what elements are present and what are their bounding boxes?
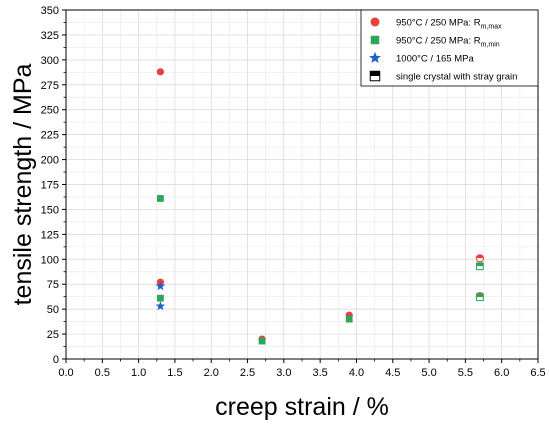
marker-fill — [155, 301, 166, 311]
marker-fill — [157, 195, 164, 202]
marker-half-empty — [476, 266, 484, 270]
marker-half-fill — [370, 71, 380, 76]
marker-outline — [369, 70, 381, 82]
legend-label: single crystal with stray grain — [396, 72, 517, 83]
x-tick-label: 0.0 — [58, 367, 73, 379]
x-tick-label: 2.0 — [204, 367, 219, 379]
data-point-square — [476, 293, 484, 302]
x-tick-label: 1.5 — [167, 367, 182, 379]
data-point-star — [155, 301, 166, 311]
legend-item: 1000°C / 165 MPa — [369, 51, 474, 65]
data-point-square — [157, 294, 164, 302]
y-tick-label: 100 — [41, 254, 59, 266]
x-tick-label: 6.0 — [494, 367, 509, 379]
series-2 — [157, 195, 484, 345]
series-3 — [155, 281, 166, 311]
x-tick-label: 6.5 — [530, 367, 545, 379]
x-tick-label: 2.5 — [240, 367, 255, 379]
marker-fill — [370, 17, 380, 27]
x-tick-label: 3.0 — [276, 367, 291, 379]
y-tick-label: 325 — [41, 30, 59, 42]
x-tick-label: 1.0 — [131, 367, 146, 379]
y-tick-label: 75 — [47, 279, 59, 291]
legend-item: 950°C / 250 MPa: Rm,min — [370, 35, 500, 49]
legend-box — [360, 9, 539, 87]
x-tick-label: 5.5 — [458, 367, 473, 379]
y-tick-label: 50 — [47, 304, 59, 316]
y-tick-label: 125 — [41, 229, 59, 241]
legend-label: 950°C / 250 MPa: Rm,min — [396, 36, 500, 49]
x-tick-label: 3.5 — [313, 367, 328, 379]
legend-marker-star — [369, 51, 381, 64]
data-point-square — [345, 315, 353, 323]
axis-ticks: 0.0 0.5 1.0 1.5 2.0 2.5 3.0 3.5 4.0 4.5 5.0 5.5 6.0 6… — [41, 5, 546, 379]
data-point-star — [155, 281, 166, 291]
marker-half-fill — [476, 254, 484, 259]
marker-fill — [369, 51, 381, 64]
legend-item: single crystal with stray grain — [369, 70, 517, 83]
marker-half-empty — [476, 258, 484, 262]
legend-label-subscript: m,min — [481, 42, 500, 49]
y-tick-label: 25 — [47, 329, 59, 341]
y-tick-label: 0 — [53, 354, 59, 366]
x-tick-label: 5.0 — [421, 367, 436, 379]
y-tick-label: 175 — [41, 180, 59, 192]
legend-label-subscript: m,max — [481, 24, 503, 31]
y-tick-label: 300 — [41, 55, 59, 67]
data-point-square — [476, 262, 484, 271]
marker-fill — [370, 35, 380, 45]
x-tick-label: 0.5 — [95, 367, 110, 379]
y-tick-label: 350 — [41, 5, 59, 17]
marker-fill — [157, 294, 164, 302]
y-tick-label: 250 — [41, 105, 59, 117]
data-point-square — [258, 337, 266, 345]
y-tick-label: 150 — [41, 204, 59, 216]
marker-outline — [475, 254, 485, 263]
legend-label: 1000°C / 165 MPa — [396, 54, 474, 65]
y-axis-title: tensile strength / MPa — [9, 64, 37, 306]
x-axis-title: creep strain / % — [215, 393, 389, 421]
legend-marker-circle — [370, 17, 380, 27]
legend-label-text: 1000°C / 165 MPa — [396, 54, 474, 65]
data-points — [155, 68, 485, 345]
data-point-circle — [475, 254, 485, 263]
legend-label-text: 950°C / 250 MPa: R — [396, 18, 481, 29]
legend-label: 950°C / 250 MPa: Rm,max — [396, 18, 502, 31]
marker-outline — [476, 293, 484, 302]
marker-half-empty — [476, 297, 484, 301]
x-tick-label: 4.0 — [349, 367, 364, 379]
y-tick-label: 275 — [41, 80, 59, 92]
y-tick-label: 200 — [41, 155, 59, 167]
marker-outline — [476, 262, 484, 271]
marker-fill — [345, 315, 353, 323]
legend-label-text: single crystal with stray grain — [396, 72, 517, 83]
data-point-square — [157, 195, 164, 202]
legend-label-text: 950°C / 250 MPa: R — [396, 36, 481, 47]
legend-marker-square — [370, 35, 380, 45]
y-tick-label: 225 — [41, 130, 59, 142]
legend-item: 950°C / 250 MPa: Rm,max — [370, 17, 502, 31]
legend-marker-half-filled-square — [369, 70, 381, 82]
marker-half-fill — [476, 293, 484, 298]
marker-half-fill — [476, 262, 484, 267]
marker-fill — [258, 337, 266, 345]
grid — [65, 9, 539, 360]
marker-fill — [155, 281, 166, 291]
x-tick-label: 4.5 — [385, 367, 400, 379]
data-point-circle — [156, 68, 164, 76]
marker-fill — [156, 68, 164, 76]
